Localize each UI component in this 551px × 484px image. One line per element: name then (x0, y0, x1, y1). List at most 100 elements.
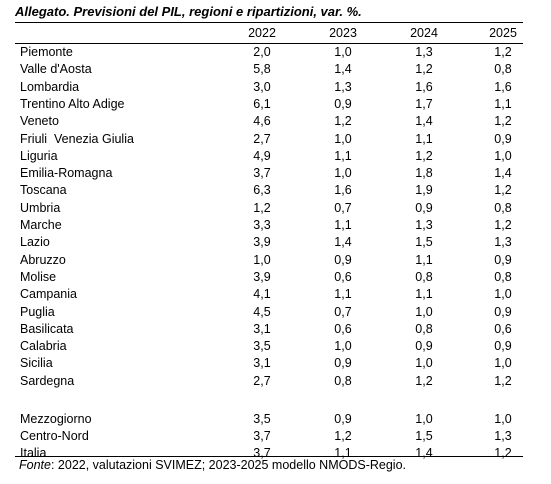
value-cell-2023: 0,6 (334, 269, 352, 284)
table-row: Abruzzo 1,0 0,9 1,1 0,9 (15, 253, 523, 270)
value-cell-2024: 0,9 (415, 339, 433, 354)
row-label: Centro-Nord (20, 429, 89, 444)
row-label: Mezzogiorno (20, 411, 92, 426)
value-cell-2025: 1,6 (494, 79, 512, 94)
value-cell-2022: 3,9 (253, 269, 271, 284)
value-cell-2022: 6,3 (253, 183, 271, 198)
table-row: Mezzogiorno 3,5 0,9 1,0 1,0 (15, 412, 523, 429)
value-cell-2023: 0,6 (334, 321, 352, 336)
table-row: Sicilia 3,1 0,9 1,0 1,0 (15, 356, 523, 373)
source-label: Fonte (19, 458, 51, 472)
value-cell-2023: 1,1 (334, 287, 352, 302)
value-cell-2025: 1,0 (494, 287, 512, 302)
value-cell-2022: 2,7 (253, 131, 271, 146)
value-cell-2022: 3,5 (253, 339, 271, 354)
table-row: Molise 3,9 0,6 0,8 0,8 (15, 270, 523, 287)
value-cell-2023: 1,3 (334, 79, 352, 94)
row-label: Umbria (20, 200, 61, 215)
value-cell-2024: 0,8 (415, 269, 433, 284)
row-label: Sicilia (20, 356, 53, 371)
value-cell-2024: 1,2 (415, 62, 433, 77)
table-row: Valle d'Aosta 5,8 1,4 1,2 0,8 (15, 62, 523, 79)
row-label: Trentino Alto Adige (20, 96, 125, 111)
table-row: Trentino Alto Adige 6,1 0,9 1,7 1,1 (15, 97, 523, 114)
table-row: Sardegna 2,7 0,8 1,2 1,2 (15, 374, 523, 391)
value-cell-2025: 1,2 (494, 373, 512, 388)
table-row: Marche 3,3 1,1 1,3 1,2 (15, 218, 523, 235)
value-cell-2022: 3,1 (253, 321, 271, 336)
value-cell-2025: 1,2 (494, 218, 512, 232)
value-cell-2023: 0,9 (334, 411, 352, 426)
value-cell-2022: 4,5 (253, 304, 271, 319)
value-cell-2024: 1,0 (415, 304, 433, 319)
value-cell-2025: 1,3 (494, 235, 512, 250)
value-cell-2024: 1,0 (415, 411, 433, 426)
value-cell-2023: 1,2 (334, 114, 352, 129)
value-cell-2022: 1,2 (253, 200, 271, 215)
value-cell-2023: 1,1 (334, 148, 352, 163)
value-cell-2024: 1,1 (415, 131, 433, 146)
row-label: Valle d'Aosta (20, 62, 92, 77)
value-cell-2023: 1,2 (334, 429, 352, 444)
table-title: Allegato. Previsioni del PIL, regioni e … (15, 4, 362, 19)
table-row: Campania 4,1 1,1 1,1 1,0 (15, 287, 523, 304)
value-cell-2025: 0,9 (494, 131, 512, 146)
value-cell-2024: 1,1 (415, 252, 433, 267)
row-label: Sardegna (20, 373, 75, 388)
top-rule (15, 22, 523, 23)
value-cell-2024: 1,9 (415, 183, 433, 198)
value-cell-2025: 1,3 (494, 429, 512, 444)
row-label: Liguria (20, 148, 58, 163)
value-cell-2023: 0,9 (334, 96, 352, 111)
table-row: Lazio 3,9 1,4 1,5 1,3 (15, 235, 523, 252)
row-label: Campania (20, 287, 77, 302)
value-cell-2022: 3,0 (253, 79, 271, 94)
value-cell-2022: 2,0 (253, 45, 271, 59)
value-cell-2025: 0,8 (494, 269, 512, 284)
source-note: Fonte: 2022, valutazioni SVIMEZ; 2023-20… (19, 458, 406, 472)
value-cell-2022: 1,0 (253, 252, 271, 267)
value-cell-2024: 1,6 (415, 79, 433, 94)
value-cell-2022: 5,8 (253, 62, 271, 77)
value-cell-2023: 1,0 (334, 45, 352, 59)
value-cell-2024: 1,7 (415, 96, 433, 111)
value-cell-2025: 1,2 (494, 45, 512, 59)
value-cell-2023: 0,7 (334, 304, 352, 319)
value-cell-2024: 1,5 (415, 429, 433, 444)
value-cell-2023: 0,7 (334, 200, 352, 215)
row-label: Calabria (20, 339, 67, 354)
source-text: : 2022, valutazioni SVIMEZ; 2023-2025 mo… (50, 458, 407, 472)
table-row: Liguria 4,9 1,1 1,2 1,0 (15, 149, 523, 166)
row-label: Veneto (20, 114, 59, 129)
value-cell-2023: 1,0 (334, 339, 352, 354)
value-cell-2024: 0,8 (415, 321, 433, 336)
row-label: Emilia-Romagna (20, 166, 113, 181)
bottom-rule (15, 456, 523, 457)
row-label: Toscana (20, 183, 67, 198)
table-row: Basilicata 3,1 0,6 0,8 0,6 (15, 322, 523, 339)
value-cell-2023: 0,8 (334, 373, 352, 388)
row-label: Friuli Venezia Giulia (20, 131, 134, 146)
row-label: Lombardia (20, 79, 80, 94)
table-row: Toscana 6,3 1,6 1,9 1,2 (15, 183, 523, 200)
value-cell-2024: 1,5 (415, 235, 433, 250)
value-cell-2025: 0,9 (494, 339, 512, 354)
value-cell-2024: 1,2 (415, 148, 433, 163)
value-cell-2025: 1,0 (494, 411, 512, 426)
value-cell-2022: 4,6 (253, 114, 271, 129)
value-cell-2023: 1,0 (334, 131, 352, 146)
row-label: Puglia (20, 304, 55, 319)
table-row: Centro-Nord 3,7 1,2 1,5 1,3 (15, 429, 523, 446)
value-cell-2024: 0,9 (415, 200, 433, 215)
column-header-2023: 2023 (329, 26, 357, 40)
value-cell-2025: 1,2 (494, 114, 512, 129)
value-cell-2025: 1,2 (494, 183, 512, 198)
value-cell-2023: 1,4 (334, 235, 352, 250)
row-label: Abruzzo (20, 252, 66, 267)
value-cell-2025: 0,8 (494, 62, 512, 77)
table-row: Veneto 4,6 1,2 1,4 1,2 (15, 114, 523, 131)
row-label: Lazio (20, 235, 50, 250)
table-row: Friuli Venezia Giulia 2,7 1,0 1,1 0,9 (15, 132, 523, 149)
table-row: Emilia-Romagna 3,7 1,0 1,8 1,4 (15, 166, 523, 183)
